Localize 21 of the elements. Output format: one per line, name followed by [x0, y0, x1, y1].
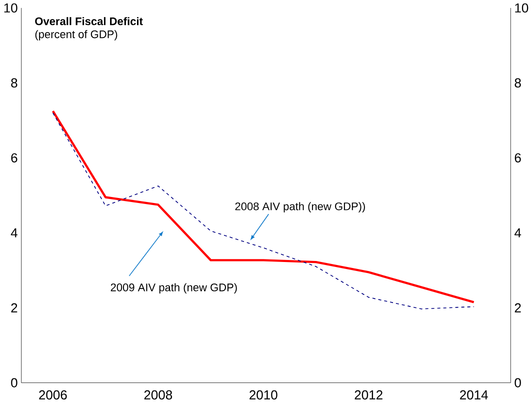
- y-tick-label: 0: [11, 378, 18, 388]
- y-tick-label: 10: [4, 3, 18, 13]
- x-tick-label: 2012: [354, 390, 382, 400]
- x-tick-label: 2014: [460, 390, 488, 400]
- x-tick-label: 2010: [250, 390, 278, 400]
- y2-tick-label: 8: [514, 78, 521, 88]
- x-tick-label: 2006: [39, 390, 67, 400]
- y2-tick-label: 6: [514, 153, 521, 163]
- y2-tick-label: 4: [514, 228, 522, 238]
- y2-tick-label: 2: [514, 303, 521, 312]
- text: 2009 AIV path (new GDP): [110, 283, 237, 294]
- text: (percent of GDP): [35, 30, 118, 40]
- y-tick-label: 8: [11, 78, 18, 88]
- text: Overall Fiscal Deficit: [35, 17, 143, 26]
- text: 2008 AIV path (new GDP)): [235, 202, 365, 212]
- x-tick-label: 2008: [144, 390, 172, 400]
- y-tick-label: 6: [11, 153, 18, 163]
- y2-tick-label: 10: [515, 3, 528, 13]
- y-tick-label: 2: [11, 303, 18, 312]
- y2-tick-label: 0: [514, 378, 521, 388]
- y-tick-label: 4: [10, 228, 18, 238]
